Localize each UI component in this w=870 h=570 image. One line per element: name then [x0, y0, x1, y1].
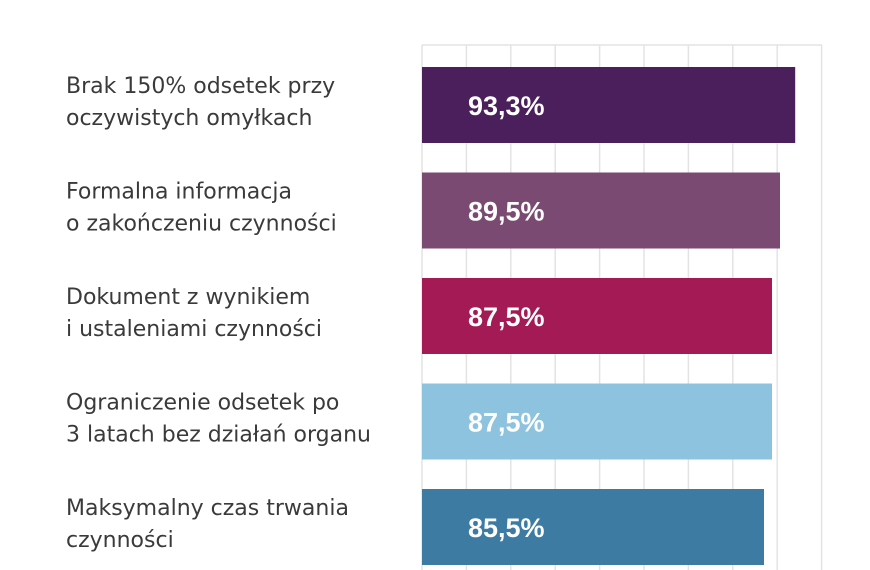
- bar-2: [422, 172, 780, 249]
- bar-value-label-3: 87,5%: [468, 302, 545, 332]
- bar-1: [422, 67, 796, 143]
- category-label-line: Dokument z wynikiem: [66, 285, 310, 310]
- category-label-line: Ograniczenie odsetek po: [66, 391, 339, 416]
- bar-3: [422, 278, 772, 354]
- category-label-2: Formalna informacja o zakończeniu czynnoś…: [66, 180, 337, 237]
- category-label-line: 3 latach bez działań organu: [66, 423, 371, 448]
- bar-4: [422, 383, 772, 460]
- bars: 93,3% 89,5% 87,5% 87,5% 85,5%: [422, 67, 796, 565]
- category-labels: Brak 150% odsetek przy oczywistych omyłka…: [66, 74, 371, 553]
- category-label-4: Ograniczenie odsetek po 3 latach bez dzia…: [66, 391, 371, 448]
- bar-value-label-4: 87,5%: [468, 408, 545, 438]
- category-label-line: o zakończeniu czynności: [66, 212, 337, 237]
- category-label-line: czynności: [66, 528, 174, 553]
- bar-value-label-1: 93,3%: [468, 91, 545, 121]
- category-label-line: Brak 150% odsetek przy: [66, 74, 335, 99]
- category-label-line: i ustaleniami czynności: [66, 317, 322, 342]
- category-label-line: Formalna informacja: [66, 180, 292, 205]
- category-label-1: Brak 150% odsetek przy oczywistych omyłka…: [66, 74, 335, 131]
- category-label-3: Dokument z wynikiem i ustaleniami czynnoś…: [66, 285, 322, 342]
- category-label-line: Maksymalny czas trwania: [66, 496, 349, 521]
- bar-value-label-5: 85,5%: [468, 513, 545, 543]
- bar-5: [422, 489, 764, 565]
- category-label-5: Maksymalny czas trwania czynności: [66, 496, 349, 553]
- bar-value-label-2: 89,5%: [468, 197, 545, 227]
- category-label-line: oczywistych omyłkach: [66, 106, 312, 131]
